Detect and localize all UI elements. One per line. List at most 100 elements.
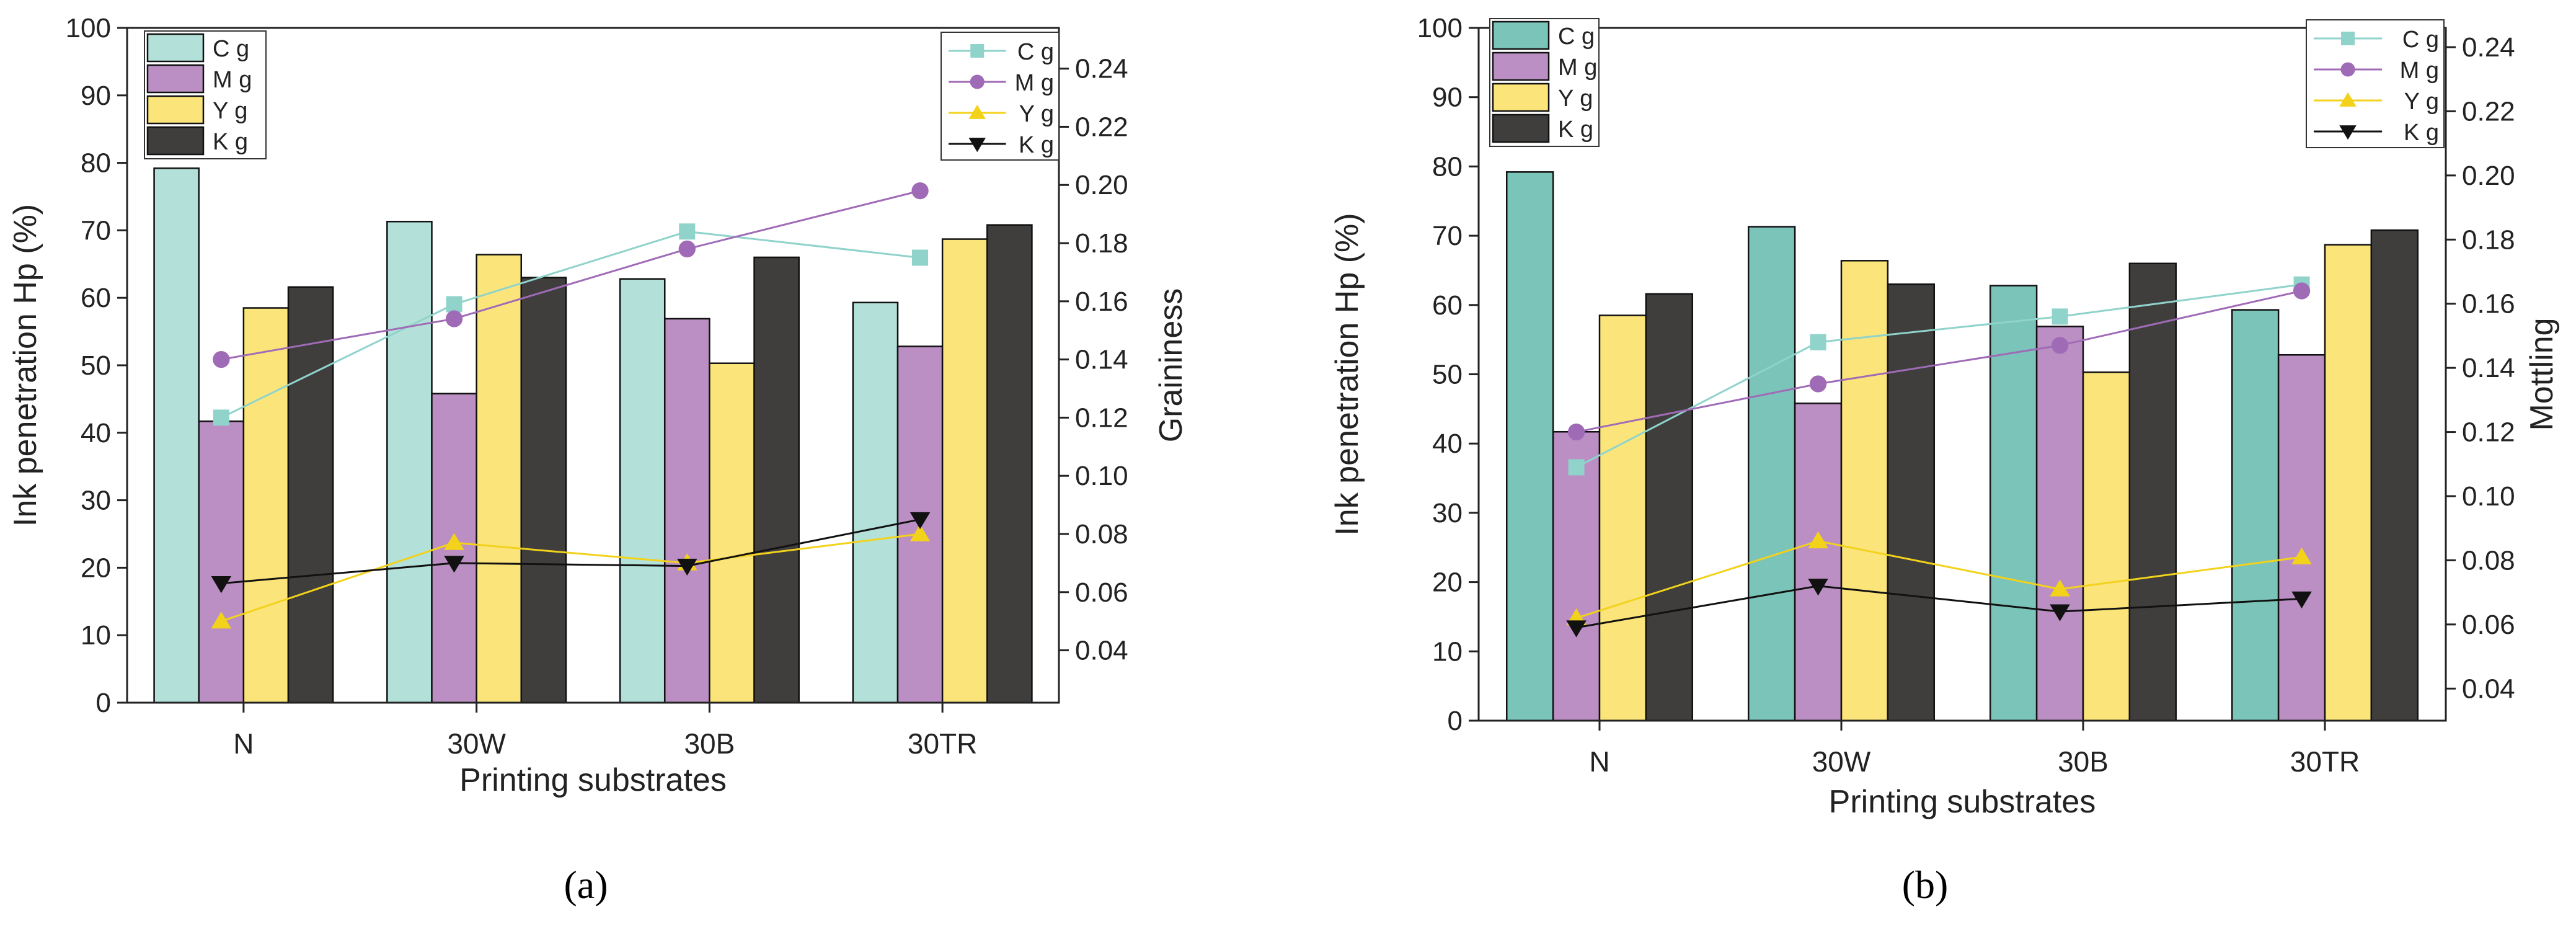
x-tick-label: N xyxy=(233,727,254,760)
legend-marker-Yg xyxy=(2339,92,2357,107)
legend-marker-Mg xyxy=(970,74,985,89)
right-tick-label: 0.04 xyxy=(1075,636,1128,666)
legend-label-Yg: Y g xyxy=(1558,86,1593,112)
left-tick-label: 50 xyxy=(1432,360,1463,390)
point-Cg-N xyxy=(1568,459,1585,476)
legend-bars: C g M g Y g K g xyxy=(144,30,267,159)
line-Cg xyxy=(1575,283,2302,468)
bar-Kg-N xyxy=(287,286,334,704)
right-tick-label: 0.12 xyxy=(2462,417,2515,448)
left-tick-label: 60 xyxy=(1432,290,1463,321)
left-tick-label: 20 xyxy=(81,553,111,583)
left-tick-label: 50 xyxy=(81,350,111,381)
legend-label-Kg: K g xyxy=(1558,117,1593,143)
bar-Yg-30B xyxy=(709,362,755,704)
legend-swatch-Mg xyxy=(1492,51,1550,81)
bar-Kg-30B xyxy=(2128,262,2177,722)
point-Cg-30W xyxy=(1810,334,1826,350)
line-Mg xyxy=(1576,290,2302,434)
legend-line-label-Cg: C g xyxy=(2402,27,2439,53)
bar-Kg-30B xyxy=(753,256,800,704)
left-tick-label: 60 xyxy=(81,283,111,313)
left-tick-label: 100 xyxy=(1417,13,1463,43)
caption-b: (b) xyxy=(1901,863,1949,907)
bar-Cg-N xyxy=(1505,171,1554,722)
bar-Kg-30TR xyxy=(986,224,1033,704)
point-Cg-30B xyxy=(679,223,696,240)
point-Yg-30B xyxy=(2050,579,2070,597)
right-tick-label: 0.10 xyxy=(1075,461,1128,491)
legend-label-Cg: C g xyxy=(213,36,249,62)
right-tick-label: 0.08 xyxy=(1075,519,1128,549)
point-Yg-30W xyxy=(1808,531,1828,549)
caption-a: (a) xyxy=(564,863,608,907)
right-tick-label: 0.04 xyxy=(2462,674,2515,704)
right-tick-label: 0.16 xyxy=(1075,287,1128,317)
point-Mg-30TR xyxy=(2293,282,2311,300)
point-Kg-30B xyxy=(2050,604,2070,621)
right-tick-label: 0.16 xyxy=(2462,289,2515,319)
bar-Cg-30B xyxy=(1989,285,2038,722)
bar-Yg-30B xyxy=(2082,371,2131,722)
legend-lines: C g M g Y g K g xyxy=(941,32,1060,161)
right-tick-label: 0.18 xyxy=(2462,225,2515,255)
point-Kg-N xyxy=(1566,620,1587,638)
bar-Yg-N xyxy=(242,307,290,704)
point-Mg-N xyxy=(1567,423,1585,441)
line-Cg xyxy=(221,230,921,419)
legend-swatch-Cg xyxy=(146,33,205,63)
right-tick-label: 0.20 xyxy=(1075,170,1128,200)
point-Mg-30TR xyxy=(911,182,929,200)
point-Mg-30B xyxy=(678,240,696,258)
legend-label-Yg: Y g xyxy=(213,98,247,124)
left-tick-label: 100 xyxy=(66,13,111,43)
legend-swatch-Kg xyxy=(146,126,205,156)
point-Kg-30B xyxy=(677,558,697,576)
x-tick-label: N xyxy=(1589,745,1609,778)
legend-line-label-Mg: M g xyxy=(2400,58,2439,84)
bar-Cg-30W xyxy=(386,221,433,704)
left-tick-label: 10 xyxy=(1432,636,1463,667)
right-tick-label: 0.22 xyxy=(2462,96,2515,127)
point-Mg-30B xyxy=(2051,337,2069,354)
bar-Mg-30TR xyxy=(2277,354,2326,722)
x-tick-label: 30W xyxy=(447,727,506,760)
legend-bars: C g M g Y g K g xyxy=(1489,18,1600,147)
line-Yg xyxy=(221,533,921,623)
left-tick-label: 20 xyxy=(1432,567,1463,598)
right-tick-label: 0.24 xyxy=(1075,54,1128,84)
bar-Cg-30B xyxy=(619,278,666,704)
bar-Kg-30TR xyxy=(2370,229,2419,722)
left-tick-label: 40 xyxy=(1432,429,1463,459)
point-Yg-30TR xyxy=(910,524,931,541)
legend-line-label-Yg: Y g xyxy=(1019,101,1054,127)
right-tick-label: 0.14 xyxy=(2462,353,2515,383)
legend-swatch-Yg xyxy=(146,95,205,125)
point-Cg-N xyxy=(213,409,229,426)
point-Yg-30W xyxy=(444,533,464,550)
right-tick-label: 0.20 xyxy=(2462,161,2515,191)
bar-Yg-30W xyxy=(1840,260,1889,722)
y-axis-label-left: Ink penetration Hp (%) xyxy=(1329,213,1365,535)
legend-line-label-Yg: Y g xyxy=(2404,89,2439,115)
left-tick-label: 30 xyxy=(81,486,111,516)
left-tick-label: 10 xyxy=(81,620,111,651)
right-tick-label: 0.22 xyxy=(1075,112,1128,142)
x-tick-label: 30B xyxy=(684,727,735,760)
line-Mg xyxy=(221,190,921,361)
bar-Yg-30TR xyxy=(2324,244,2373,722)
point-Kg-30TR xyxy=(2291,591,2312,609)
point-Kg-30TR xyxy=(910,512,931,530)
legend-marker-Kg xyxy=(2339,125,2357,140)
point-Cg-30W xyxy=(446,296,463,313)
legend-line-label-Kg: K g xyxy=(2404,120,2439,146)
bar-Yg-30W xyxy=(476,254,523,704)
right-tick-label: 0.24 xyxy=(2462,32,2515,63)
bar-Yg-N xyxy=(1598,314,1647,722)
left-tick-label: 80 xyxy=(81,148,111,179)
bar-Mg-N xyxy=(1552,430,1601,722)
legend-label-Cg: C g xyxy=(1558,24,1595,50)
x-tick-label: 30TR xyxy=(2290,745,2360,778)
legend-swatch-Yg xyxy=(1492,82,1550,112)
